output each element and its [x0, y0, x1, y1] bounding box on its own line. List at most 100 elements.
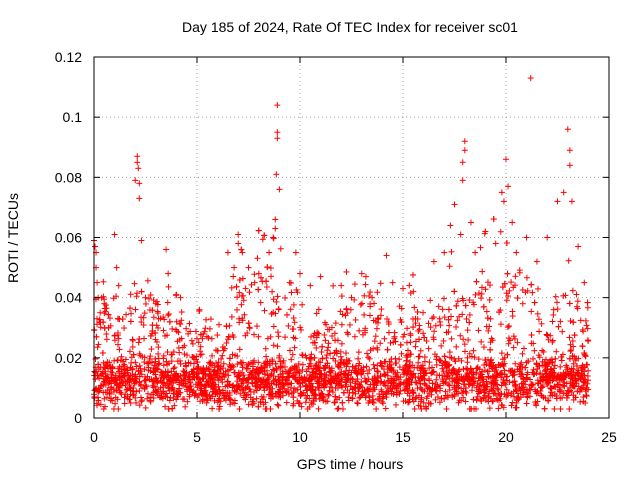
data-point [351, 281, 358, 288]
data-point [366, 366, 373, 373]
data-point [287, 367, 294, 374]
data-point [269, 366, 276, 373]
data-point [534, 366, 541, 373]
data-point [282, 334, 289, 341]
data-point [426, 359, 433, 366]
data-point [336, 364, 343, 371]
data-point [404, 325, 411, 332]
data-point [381, 335, 388, 342]
data-point [219, 352, 226, 359]
data-point [121, 400, 128, 407]
data-point [234, 294, 241, 301]
data-point [479, 379, 486, 386]
data-point [279, 370, 286, 377]
data-point [267, 395, 274, 402]
data-point [160, 327, 167, 334]
data-point [482, 286, 489, 293]
data-point [223, 323, 230, 330]
data-point [538, 320, 545, 327]
data-point [339, 405, 346, 412]
data-point [334, 405, 341, 412]
data-point [197, 398, 204, 405]
data-point [435, 303, 442, 310]
data-point [142, 300, 149, 307]
data-point [315, 405, 322, 412]
data-point [407, 358, 414, 365]
data-point [121, 325, 128, 332]
y-tick-label: 0.12 [55, 49, 82, 65]
data-point [503, 373, 510, 380]
data-point [236, 346, 243, 353]
data-point [220, 370, 227, 377]
data-point [361, 375, 368, 382]
data-point [343, 350, 350, 357]
data-point [155, 344, 162, 351]
data-point [141, 310, 148, 317]
data-point [521, 345, 528, 352]
data-point [577, 375, 584, 382]
data-point [500, 404, 507, 411]
data-point [242, 285, 249, 292]
data-point [464, 327, 471, 334]
data-point [274, 293, 281, 300]
data-point [318, 348, 325, 355]
data-point [262, 345, 269, 352]
data-point [485, 374, 492, 381]
data-point [378, 306, 385, 313]
data-point [470, 301, 477, 308]
data-point [371, 384, 378, 391]
data-point [178, 317, 185, 324]
data-point [508, 279, 515, 286]
data-point [441, 373, 448, 380]
data-point [574, 298, 581, 305]
data-point [440, 295, 447, 302]
data-point [299, 351, 306, 358]
data-point [234, 306, 241, 313]
data-point [448, 248, 455, 255]
data-point [582, 317, 589, 324]
data-point [355, 355, 362, 362]
x-axis-title: GPS time / hours [297, 456, 404, 472]
data-point [313, 310, 320, 317]
data-point [344, 310, 351, 317]
data-point [173, 318, 180, 325]
data-point [447, 313, 454, 320]
data-point [427, 324, 434, 331]
data-point [337, 308, 344, 315]
data-point [338, 356, 345, 363]
data-point [483, 308, 490, 315]
data-point [374, 346, 381, 353]
chart-title: Day 185 of 2024, Rate Of TEC Index for r… [182, 19, 518, 35]
data-point [400, 379, 407, 386]
data-point [582, 353, 589, 360]
data-point [290, 400, 297, 407]
data-point [423, 338, 430, 345]
data-point [237, 359, 244, 366]
data-point [551, 405, 558, 412]
data-point [274, 329, 281, 336]
data-point [407, 339, 414, 346]
data-point [92, 369, 99, 376]
data-point [498, 370, 505, 377]
data-point [497, 228, 504, 235]
data-point [421, 353, 428, 360]
data-point [323, 321, 330, 328]
data-point [392, 355, 399, 362]
data-point [280, 357, 287, 364]
data-point [434, 393, 441, 400]
data-point [351, 333, 358, 340]
data-point [169, 325, 176, 332]
data-point [505, 293, 512, 300]
data-point [569, 287, 576, 294]
data-point [510, 344, 517, 351]
data-point [144, 390, 151, 397]
data-point [302, 399, 309, 406]
data-point [454, 298, 461, 305]
data-point [466, 297, 473, 304]
data-point [583, 361, 590, 368]
data-point [144, 277, 151, 284]
data-point [396, 356, 403, 363]
data-point [183, 325, 190, 332]
data-point [367, 312, 374, 319]
data-point [430, 334, 437, 341]
